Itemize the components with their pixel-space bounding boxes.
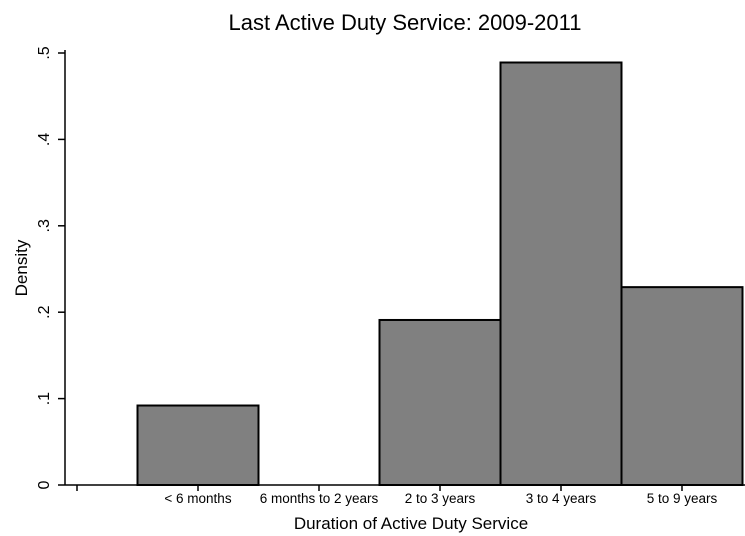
x-tick-label: 3 to 4 years [526,491,597,506]
x-tick-label: 2 to 3 years [405,491,476,506]
y-tick-label: .2 [36,305,53,318]
y-ticks-group: 0 .1 .2 .3 .4 .5 [36,46,65,489]
y-tick-label: .3 [36,219,53,232]
bar-1 [136,404,260,486]
y-tick-label: .5 [36,46,53,59]
bar-4 [499,61,623,487]
y-tick-label: 0 [36,480,53,489]
x-tick-label: 5 to 9 years [647,491,718,506]
x-ticks-group: < 6 months 6 months to 2 years 2 to 3 year… [76,485,718,506]
x-tick-label: 6 months to 2 years [260,491,379,506]
chart-title: Last Active Duty Service: 2009-2011 [228,10,581,35]
x-tick-label: < 6 months [164,491,231,506]
x-axis-title: Duration of Active Duty Service [294,514,528,533]
y-tick-label: .1 [36,392,53,405]
y-axis-title: Density [12,239,31,296]
bar-5 [620,286,744,487]
bars-group [136,61,744,487]
y-tick-label: .4 [36,133,53,146]
bar-3 [378,318,502,487]
